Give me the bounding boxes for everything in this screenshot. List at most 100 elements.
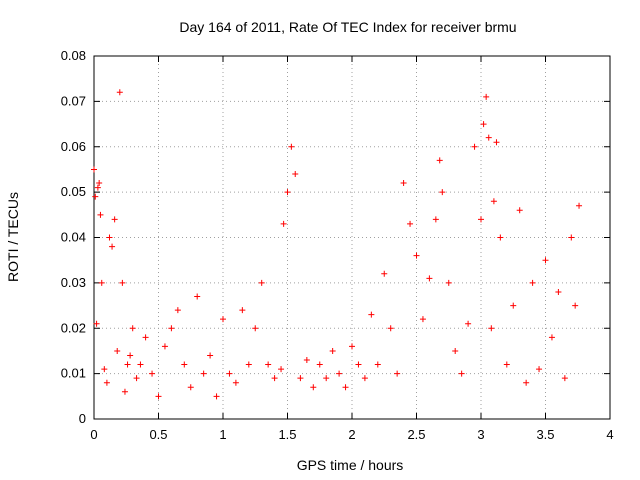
data-point	[303, 357, 310, 364]
data-point	[200, 370, 207, 377]
data-point	[98, 279, 105, 286]
data-point	[133, 375, 140, 382]
data-point	[288, 143, 295, 150]
data-point	[407, 220, 414, 227]
y-tick-label: 0.03	[61, 275, 86, 290]
x-tick-label: 0.5	[149, 427, 167, 442]
data-point	[111, 216, 118, 223]
data-point	[284, 189, 291, 196]
data-points	[91, 89, 583, 400]
x-tick-label: 4	[606, 427, 613, 442]
data-point	[92, 193, 99, 200]
data-point	[181, 361, 188, 368]
x-tick-label: 3	[477, 427, 484, 442]
data-point	[572, 302, 579, 309]
chart-title: Day 164 of 2011, Rate Of TEC Index for r…	[179, 19, 516, 35]
x-tick-label: 1.5	[278, 427, 296, 442]
data-point	[576, 202, 583, 209]
data-point	[94, 184, 101, 191]
data-point	[323, 375, 330, 382]
data-point	[555, 288, 562, 295]
data-point	[124, 361, 131, 368]
x-tick-label: 0	[90, 427, 97, 442]
x-tick-label: 2.5	[407, 427, 425, 442]
data-point	[93, 320, 100, 327]
data-point	[568, 234, 575, 241]
data-point	[478, 216, 484, 223]
data-point	[161, 343, 168, 350]
data-point	[493, 139, 500, 146]
data-point	[471, 143, 478, 150]
data-point	[413, 252, 420, 259]
grid	[94, 56, 610, 419]
data-point	[91, 166, 97, 173]
x-tick-label: 2	[348, 427, 355, 442]
data-point	[271, 375, 278, 382]
data-point	[168, 325, 175, 332]
data-point	[116, 89, 123, 96]
data-point	[292, 170, 299, 177]
data-point	[297, 375, 304, 382]
data-point	[101, 366, 108, 373]
y-tick-label: 0.08	[61, 48, 86, 63]
data-point	[516, 207, 523, 214]
data-point	[497, 234, 504, 241]
data-point	[436, 157, 443, 164]
data-point	[483, 93, 490, 100]
data-point	[561, 375, 568, 382]
y-tick-label: 0.06	[61, 139, 86, 154]
data-point	[258, 279, 265, 286]
data-point	[226, 370, 233, 377]
data-point	[490, 198, 497, 205]
data-point	[213, 393, 220, 400]
data-point	[142, 334, 149, 341]
data-point	[368, 311, 375, 318]
data-point	[239, 307, 246, 314]
data-point	[129, 325, 136, 332]
x-tick-label: 3.5	[536, 427, 554, 442]
data-point	[207, 352, 214, 359]
data-point	[394, 370, 401, 377]
data-point	[342, 384, 349, 391]
data-point	[106, 234, 113, 241]
data-point	[349, 343, 355, 350]
data-point	[523, 379, 530, 386]
y-tick-label: 0.07	[61, 93, 86, 108]
data-point	[137, 361, 144, 368]
data-point	[361, 375, 368, 382]
x-axis-label: GPS time / hours	[297, 457, 404, 473]
data-point	[109, 243, 116, 250]
y-tick-label: 0.05	[61, 184, 86, 199]
data-point	[387, 325, 394, 332]
data-point	[426, 275, 433, 282]
data-point	[220, 316, 226, 323]
data-point	[310, 384, 317, 391]
data-point	[316, 361, 323, 368]
axis-ticks: 0 0.5 1 1.5 2 2.5 3 3.5 4 0 0.01 0.02 0.03 0.04 0.05 0.…	[61, 48, 614, 442]
data-point	[278, 366, 285, 373]
data-point	[542, 257, 549, 264]
data-point	[336, 370, 343, 377]
data-point	[480, 121, 487, 128]
data-point	[548, 334, 555, 341]
y-tick-label: 0	[79, 411, 86, 426]
data-point	[252, 325, 259, 332]
data-point	[114, 347, 121, 354]
data-point	[149, 370, 156, 377]
data-point	[96, 180, 103, 187]
data-point	[119, 279, 126, 286]
data-point	[265, 361, 272, 368]
data-point	[432, 216, 439, 223]
data-point	[97, 211, 104, 218]
y-axis-label: ROTI / TECUs	[5, 192, 21, 282]
data-point	[381, 270, 388, 277]
data-point	[510, 302, 517, 309]
data-point	[439, 189, 446, 196]
data-point	[536, 366, 543, 373]
y-tick-label: 0.04	[61, 230, 86, 245]
data-point	[445, 279, 452, 286]
data-point	[121, 388, 128, 395]
data-point	[103, 379, 110, 386]
data-point	[155, 393, 162, 400]
